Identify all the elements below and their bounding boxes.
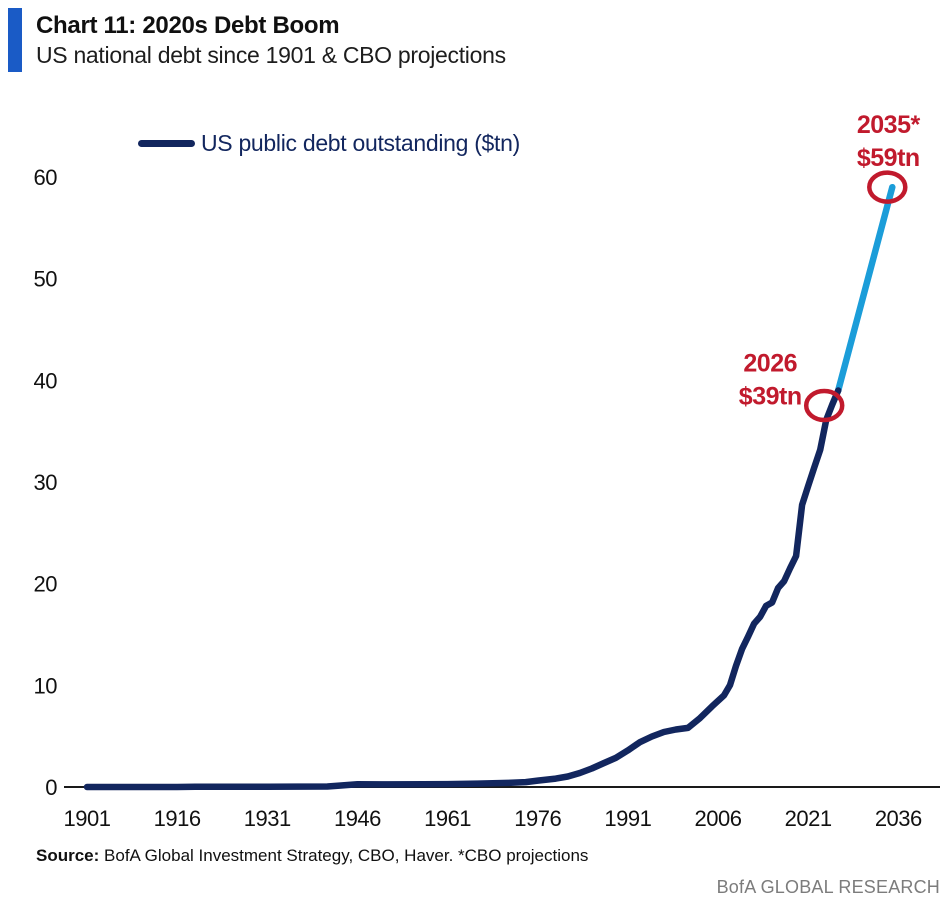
brand-footer: BofA GLOBAL RESEARCH bbox=[716, 877, 940, 897]
annotation-year-label: 2035* bbox=[857, 111, 921, 139]
y-tick-label: 20 bbox=[34, 572, 58, 597]
debt-history-line bbox=[83, 387, 842, 791]
y-tick-label: 40 bbox=[34, 368, 58, 393]
x-tick-label: 1991 bbox=[604, 806, 651, 831]
x-tick-label: 1931 bbox=[244, 806, 291, 831]
annotation-value-label: $59tn bbox=[857, 144, 920, 172]
x-tick-label: 1916 bbox=[154, 806, 201, 831]
source-note: Source: BofA Global Investment Strategy,… bbox=[36, 846, 588, 866]
y-tick-label: 0 bbox=[45, 775, 57, 800]
y-tick-label: 30 bbox=[34, 470, 58, 495]
source-label: Source: bbox=[36, 846, 100, 865]
annotation-year-label: 2026 bbox=[743, 350, 797, 378]
y-tick-label: 60 bbox=[34, 165, 58, 190]
x-tick-label: 2036 bbox=[875, 806, 922, 831]
x-tick-label: 1946 bbox=[334, 806, 381, 831]
x-tick-label: 1961 bbox=[424, 806, 471, 831]
legend: US public debt outstanding ($tn) bbox=[138, 130, 520, 157]
x-tick-label: 1901 bbox=[64, 806, 111, 831]
y-tick-label: 10 bbox=[34, 673, 58, 698]
legend-line-swatch bbox=[138, 140, 195, 147]
x-tick-label: 2006 bbox=[695, 806, 742, 831]
header-accent-bar bbox=[8, 8, 22, 72]
annotation-circle bbox=[867, 170, 908, 204]
annotation-value-label: $39tn bbox=[739, 383, 802, 411]
x-tick-label: 2021 bbox=[785, 806, 832, 831]
chart-title: Chart 11: 2020s Debt Boom bbox=[36, 12, 340, 39]
x-tick-label: 1976 bbox=[514, 806, 561, 831]
cbo-projection-line bbox=[834, 183, 896, 394]
annotation-circle bbox=[803, 388, 845, 423]
legend-label: US public debt outstanding ($tn) bbox=[201, 130, 520, 156]
y-tick-label: 50 bbox=[34, 267, 58, 292]
source-text: BofA Global Investment Strategy, CBO, Ha… bbox=[99, 846, 589, 865]
chart-subtitle: US national debt since 1901 & CBO projec… bbox=[36, 42, 506, 68]
